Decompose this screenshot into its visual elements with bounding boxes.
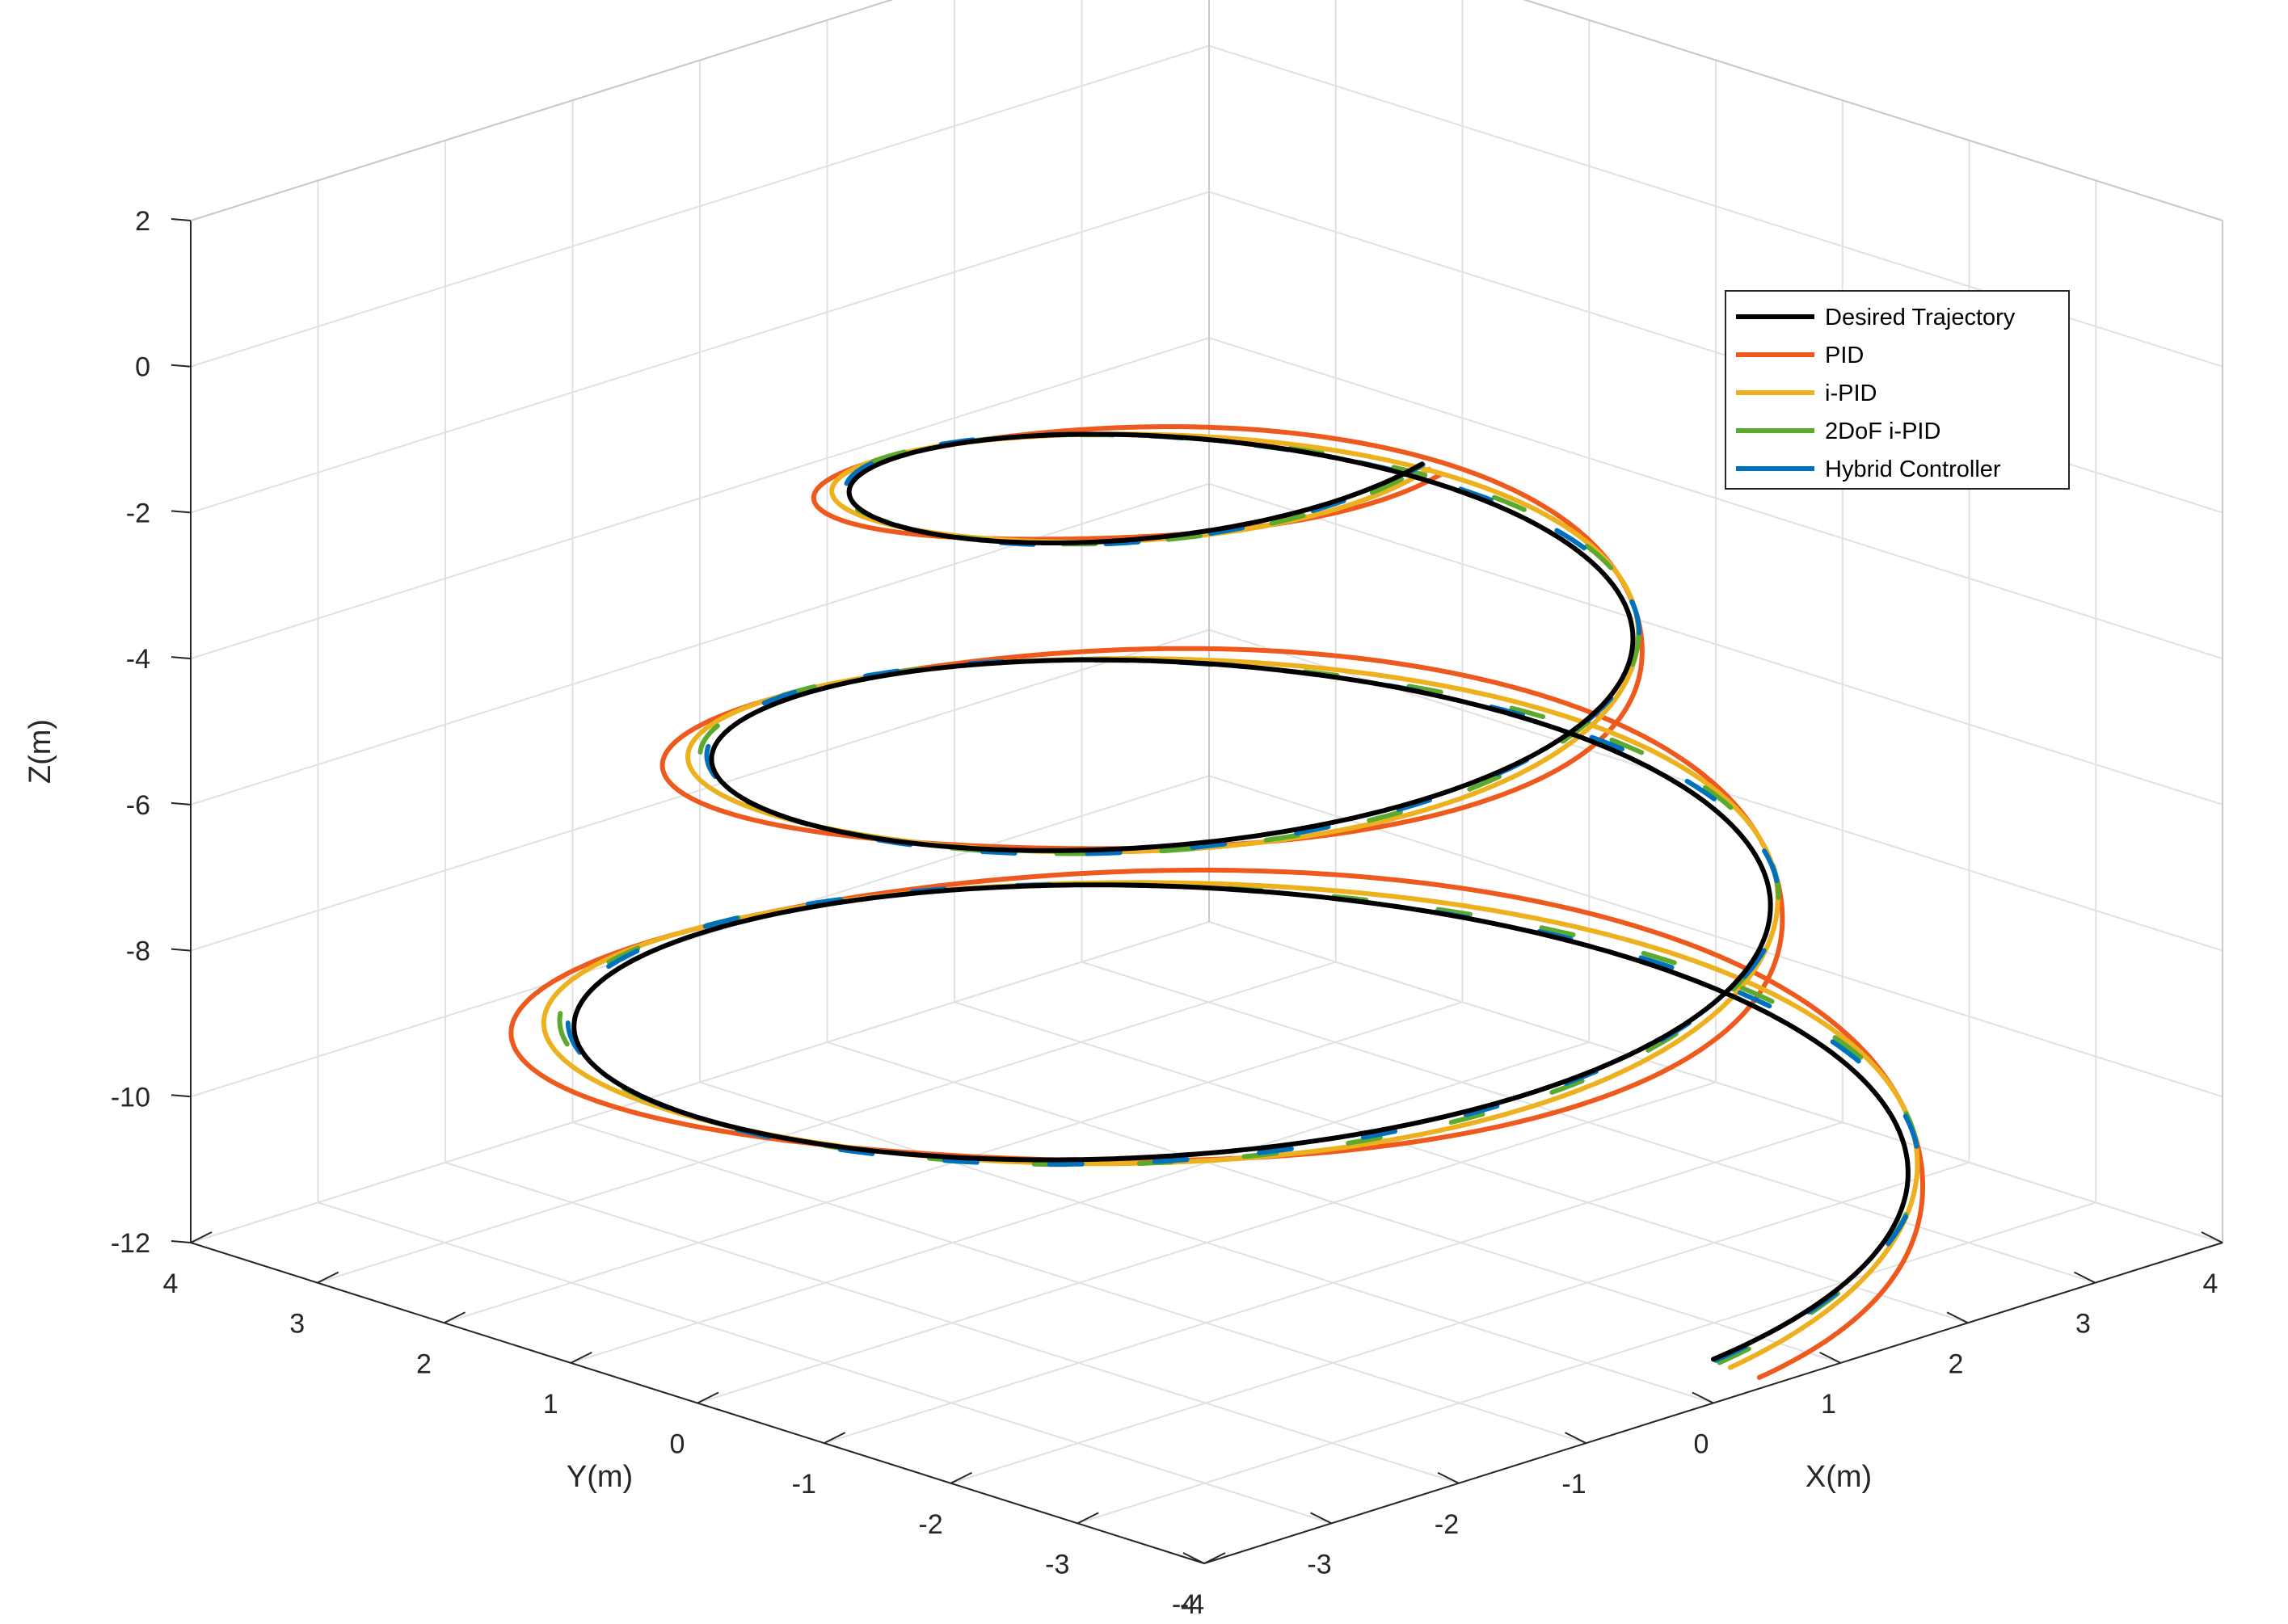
x-tick-labels: -4 -3 -2 -1 0 1 2 3 4 xyxy=(1180,1268,2218,1620)
tick-mark xyxy=(190,1231,213,1243)
z-axis-label: Z(m) xyxy=(23,719,57,784)
y-tick-label: -4 xyxy=(1172,1589,1196,1620)
y-tick-label: -1 xyxy=(792,1469,816,1500)
x-tick-label: 1 xyxy=(1821,1389,1836,1420)
tick-mark xyxy=(1946,1311,1969,1324)
wall-grid-line xyxy=(190,921,1210,1243)
axis-ticks xyxy=(171,218,2223,1564)
tick-mark xyxy=(1565,1432,1586,1445)
wall-grid-line xyxy=(1208,482,2223,806)
x-tick-label: 2 xyxy=(1949,1348,1964,1379)
series-lines xyxy=(508,424,1925,1380)
wall-grid-line xyxy=(1208,921,2223,1243)
series-line-desired-trajectory xyxy=(571,431,1911,1362)
tick-mark xyxy=(950,1471,972,1484)
tick-mark xyxy=(1310,1512,1332,1525)
grid-lines xyxy=(190,0,2223,1564)
floor-grid-line xyxy=(317,961,1337,1284)
tick-mark xyxy=(171,1094,192,1098)
x-tick-label: -2 xyxy=(1435,1509,1459,1540)
tick-mark xyxy=(171,1240,192,1243)
legend-label-i-pid: i-PID xyxy=(1825,381,1877,406)
x-tick-label: -4 xyxy=(1180,1589,1204,1620)
wall-grid-line xyxy=(190,191,1210,514)
tick-mark xyxy=(1203,1552,1226,1564)
y-tick-label: 1 xyxy=(543,1389,558,1420)
wall-grid-line xyxy=(190,629,1210,952)
y-tick-label: 3 xyxy=(289,1309,305,1340)
wall-grid-line xyxy=(190,337,1210,660)
x-axis-label: X(m) xyxy=(1806,1460,1872,1494)
tick-mark xyxy=(570,1351,592,1364)
tick-mark xyxy=(171,364,192,368)
z-tick-label: -8 xyxy=(126,936,150,967)
legend-label-pid: PID xyxy=(1825,343,1864,368)
tick-mark xyxy=(171,510,192,514)
tick-mark xyxy=(1437,1471,1460,1484)
x-tick-label: -1 xyxy=(1561,1469,1586,1500)
tick-mark xyxy=(2201,1231,2223,1243)
tick-mark xyxy=(697,1391,719,1404)
tick-mark xyxy=(824,1432,846,1445)
box-edge xyxy=(1523,0,2223,221)
legend: Desired Trajectory PID i-PID 2DoF i-PID Hybr… xyxy=(1725,290,2070,490)
tick-mark xyxy=(1692,1391,1714,1404)
z-tick-label: -4 xyxy=(126,644,150,675)
y-tick-label: 4 xyxy=(163,1268,179,1299)
z-tick-labels: 2 0 -2 -4 -6 -8 -10 -12 xyxy=(111,206,150,1259)
tick-mark xyxy=(2074,1271,2096,1284)
z-tick-label: -10 xyxy=(111,1082,150,1113)
legend-label-2dof-i-pid: 2DoF i-PID xyxy=(1825,419,1940,444)
x-tick-label: -3 xyxy=(1307,1549,1331,1580)
tick-mark xyxy=(171,948,192,952)
legend-label-desired-trajectory: Desired Trajectory xyxy=(1825,305,2016,330)
y-tick-label: -3 xyxy=(1045,1549,1069,1580)
y-tick-labels: 4 3 2 1 0 -1 -2 -3 -4 xyxy=(163,1268,1197,1620)
z-tick-label: -2 xyxy=(126,498,150,528)
tick-mark xyxy=(171,801,192,806)
floor-grid-line xyxy=(1077,1201,2096,1525)
tick-mark xyxy=(1819,1351,1841,1364)
floor-grid-line xyxy=(570,1041,1590,1364)
y-axis-label: Y(m) xyxy=(567,1460,633,1494)
floor-grid-line xyxy=(697,1081,1717,1404)
floor-grid-line xyxy=(824,1121,1843,1445)
z-tick-label: 2 xyxy=(135,206,150,237)
legend-box xyxy=(1725,290,2070,490)
x-tick-label: 0 xyxy=(1694,1429,1709,1460)
y-tick-label: 2 xyxy=(416,1348,432,1379)
z-tick-label: -12 xyxy=(111,1228,150,1259)
tick-mark xyxy=(444,1311,466,1324)
y-tick-label: -2 xyxy=(918,1509,942,1540)
wall-grid-line xyxy=(1208,337,2223,660)
tick-mark xyxy=(171,656,192,660)
tick-mark xyxy=(1077,1512,1099,1525)
tick-mark xyxy=(1182,1552,1205,1564)
tick-mark xyxy=(317,1271,339,1284)
wall-grid-line xyxy=(190,775,1210,1098)
x-tick-label: 4 xyxy=(2203,1268,2218,1299)
z-tick-label: -6 xyxy=(126,790,150,821)
legend-label-hybrid-controller: Hybrid Controller xyxy=(1825,456,2001,482)
z-tick-label: 0 xyxy=(135,352,150,383)
y-tick-label: 0 xyxy=(670,1429,685,1460)
floor-grid-line xyxy=(950,1161,1970,1484)
box-edge xyxy=(190,0,894,221)
x-tick-label: 3 xyxy=(2075,1309,2091,1340)
wall-grid-line xyxy=(190,44,1210,368)
tick-mark xyxy=(171,218,192,221)
